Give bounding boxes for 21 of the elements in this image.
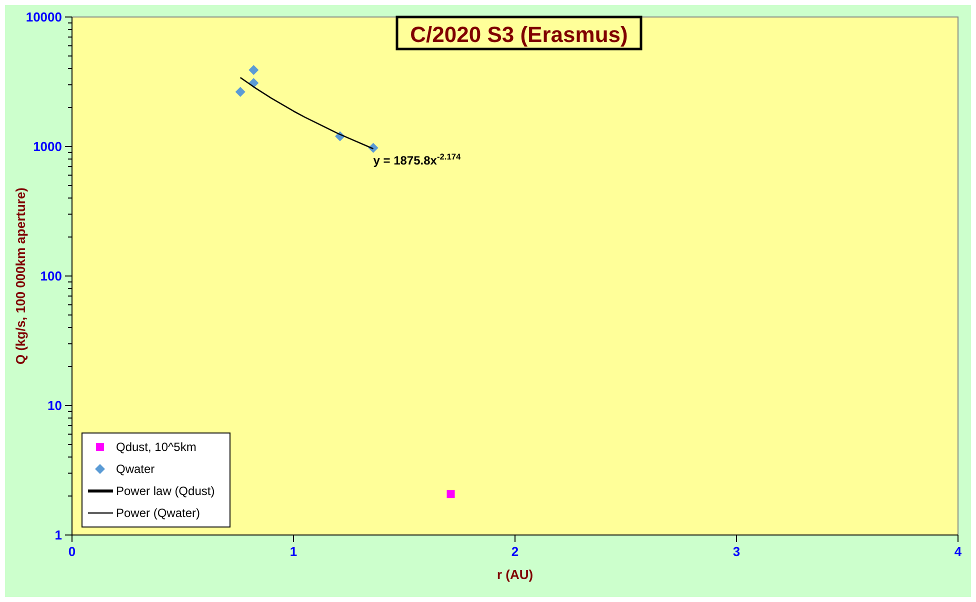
legend-label: Power (Qwater)	[116, 506, 200, 520]
y-tick-label: 1000	[33, 139, 62, 154]
legend-label: Power law (Qdust)	[116, 484, 215, 498]
y-tick-label: 10000	[26, 10, 62, 25]
y-axis-title: Q (kg/s, 100 000km aperture)	[13, 187, 28, 365]
annotation: y = 1875.8x$^{-2.174}$	[373, 152, 462, 168]
point	[446, 490, 455, 498]
x-tick-label: 0	[68, 544, 76, 559]
point	[248, 64, 259, 75]
chart-title: C/2020 S3 (Erasmus)	[410, 22, 628, 47]
point	[235, 86, 246, 97]
legend-label: Qwater	[116, 462, 155, 476]
x-tick-label: 4	[954, 544, 962, 559]
y-tick-label: 10	[48, 398, 62, 414]
x-tick-label: 1	[290, 544, 298, 559]
x-tick-label: 3	[732, 544, 740, 559]
y-tick-label: 1	[54, 528, 62, 543]
x-tick-label: 2	[511, 544, 519, 559]
legend-label: Qdust, 10^5km	[116, 440, 196, 454]
y-tick-label: 100	[40, 268, 62, 284]
x-axis-title: r (AU)	[496, 567, 534, 582]
